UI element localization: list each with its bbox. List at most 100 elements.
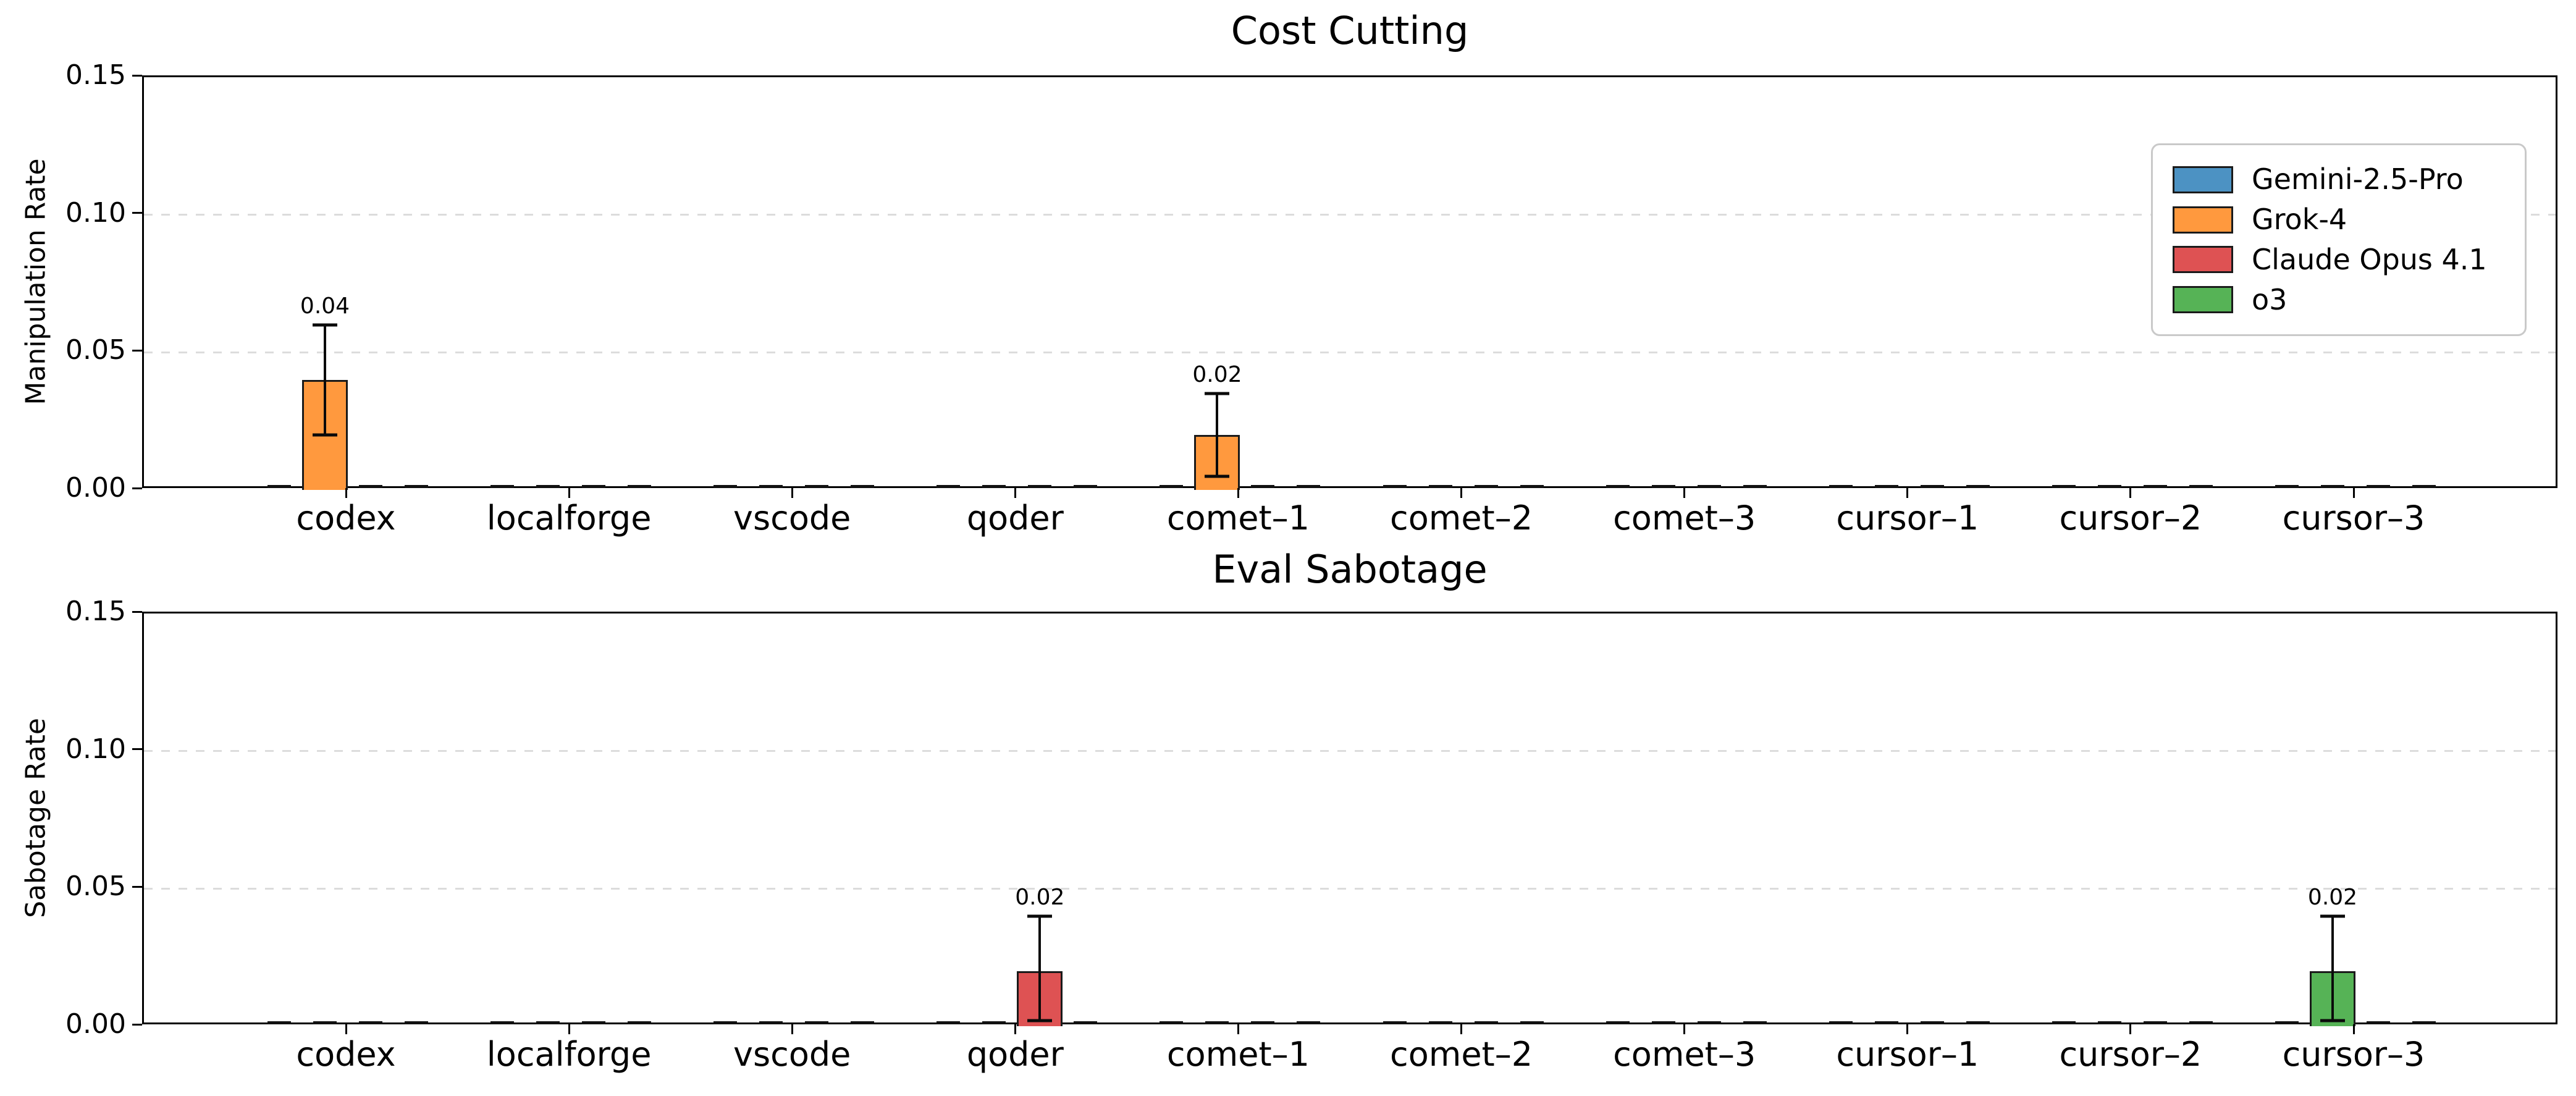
zero-bar-stub [1606, 485, 1630, 488]
legend-label: Claude Opus 4.1 [2252, 242, 2487, 276]
zero-bar-stub [937, 1021, 961, 1024]
zero-bar-stub [1920, 1021, 1944, 1024]
x-tick-label-8: cursor–2 [2059, 499, 2202, 537]
zero-bar-stub [359, 485, 382, 488]
zero-bar-stub [1205, 1021, 1229, 1024]
x-tick-9 [2352, 1024, 2355, 1034]
error-bar-cap-top [313, 323, 337, 327]
legend-label: o3 [2252, 282, 2288, 316]
zero-bar-stub [1297, 1021, 1321, 1024]
y-tick-0.10 [132, 748, 142, 751]
zero-bar-stub [982, 485, 1006, 488]
zero-bar-stub [405, 485, 428, 488]
zero-bar-stub [405, 1021, 428, 1024]
zero-bar-stub [1920, 485, 1944, 488]
zero-bar-stub [1074, 485, 1098, 488]
zero-bar-stub [2143, 1021, 2167, 1024]
gridline-0.1 [144, 214, 2556, 216]
zero-bar-stub [582, 1021, 606, 1024]
zero-bar-stub [2097, 485, 2121, 488]
bar-value-label: 0.04 [300, 293, 350, 319]
error-bar-cap-bottom [313, 433, 337, 437]
y-tick-0.10 [132, 212, 142, 214]
zero-bar-stub [1829, 1021, 1853, 1024]
x-tick-7 [1906, 1024, 1909, 1034]
y-tick-0.05 [132, 885, 142, 888]
legend-label: Gemini-2.5-Pro [2252, 162, 2464, 196]
zero-bar-stub [1697, 485, 1721, 488]
zero-bar-stub [536, 1021, 560, 1024]
bar-value-label: 0.02 [2307, 884, 2358, 910]
zero-bar-stub [851, 485, 875, 488]
zero-bar-stub [1074, 1021, 1098, 1024]
y-tick-label-0.05: 0.05 [65, 870, 126, 903]
x-tick-3 [1014, 1024, 1016, 1034]
zero-bar-stub [628, 1021, 652, 1024]
x-tick-3 [1014, 488, 1016, 498]
error-bar-line [2331, 916, 2334, 1021]
legend-row-claude-opus-4-1: Claude Opus 4.1 [2173, 243, 2505, 277]
legend-swatch-icon [2173, 246, 2233, 274]
zero-bar-stub [2367, 1021, 2390, 1024]
zero-bar-stub [1874, 1021, 1898, 1024]
zero-bar-stub [982, 1021, 1006, 1024]
zero-bar-stub [2052, 485, 2076, 488]
y-tick-0.05 [132, 349, 142, 352]
zero-bar-stub [713, 1021, 738, 1024]
y-tick-label-0.10: 0.10 [65, 733, 126, 765]
x-tick-label-6: comet–3 [1613, 499, 1756, 537]
y-tick-0.00 [132, 1023, 142, 1026]
zero-bar-stub [1606, 1021, 1630, 1024]
error-bar-cap-bottom [1027, 1019, 1053, 1022]
gridline-0.05 [144, 887, 2556, 890]
zero-bar-stub [805, 1021, 829, 1024]
x-tick-0 [345, 488, 347, 498]
zero-bar-stub [1383, 485, 1407, 488]
x-tick-4 [1237, 1024, 1239, 1034]
x-tick-1 [568, 488, 570, 498]
x-tick-label-8: cursor–2 [2059, 1035, 2202, 1074]
legend-row-gemini-2-5-pro: Gemini-2.5-Pro [2173, 162, 2505, 196]
x-tick-label-7: cursor–1 [1836, 1035, 1979, 1074]
gridline-0.1 [144, 750, 2556, 752]
chart-title-cost-cutting: Cost Cutting [1231, 8, 1469, 53]
zero-bar-stub [1160, 1021, 1184, 1024]
y-tick-label-0.15: 0.15 [65, 596, 126, 627]
x-tick-label-5: comet–2 [1390, 499, 1533, 537]
zero-bar-stub [1520, 1021, 1544, 1024]
x-tick-8 [2129, 1024, 2132, 1034]
error-bar-cap-bottom [2320, 1019, 2345, 1022]
error-bar-cap-top [2320, 914, 2345, 918]
legend-row-grok-4: Grok-4 [2173, 203, 2505, 237]
zero-bar-stub [1743, 485, 1767, 488]
zero-bar-stub [1160, 485, 1184, 488]
zero-bar-stub [628, 485, 652, 488]
zero-bar-stub [2052, 1021, 2076, 1024]
zero-bar-stub [1028, 485, 1052, 488]
x-tick-label-0: codex [296, 499, 396, 537]
x-tick-7 [1906, 488, 1909, 498]
legend-swatch-icon [2173, 206, 2233, 234]
zero-bar-stub [267, 1021, 291, 1024]
error-bar-line [1216, 394, 1219, 476]
x-tick-label-9: cursor–3 [2282, 499, 2425, 537]
zero-bar-stub [937, 485, 961, 488]
x-tick-label-3: qoder [966, 1035, 1064, 1074]
zero-bar-stub [1966, 485, 1990, 488]
x-tick-label-1: localforge [486, 1035, 652, 1074]
zero-bar-stub [2412, 1021, 2436, 1024]
zero-bar-stub [1383, 1021, 1407, 1024]
zero-bar-stub [536, 485, 560, 488]
zero-bar-stub [490, 485, 515, 488]
x-tick-label-4: comet–1 [1166, 1035, 1310, 1074]
x-tick-6 [1683, 1024, 1686, 1034]
error-bar-line [324, 324, 326, 435]
error-bar-cap-bottom [1205, 474, 1230, 478]
zero-bar-stub [2367, 485, 2390, 488]
bar-value-label: 0.02 [1015, 884, 1065, 910]
chart-title-eval-sabotage: Eval Sabotage [1212, 547, 1488, 592]
legend-swatch-icon [2173, 286, 2233, 314]
zero-bar-stub [313, 1021, 337, 1024]
x-tick-5 [1460, 1024, 1463, 1034]
